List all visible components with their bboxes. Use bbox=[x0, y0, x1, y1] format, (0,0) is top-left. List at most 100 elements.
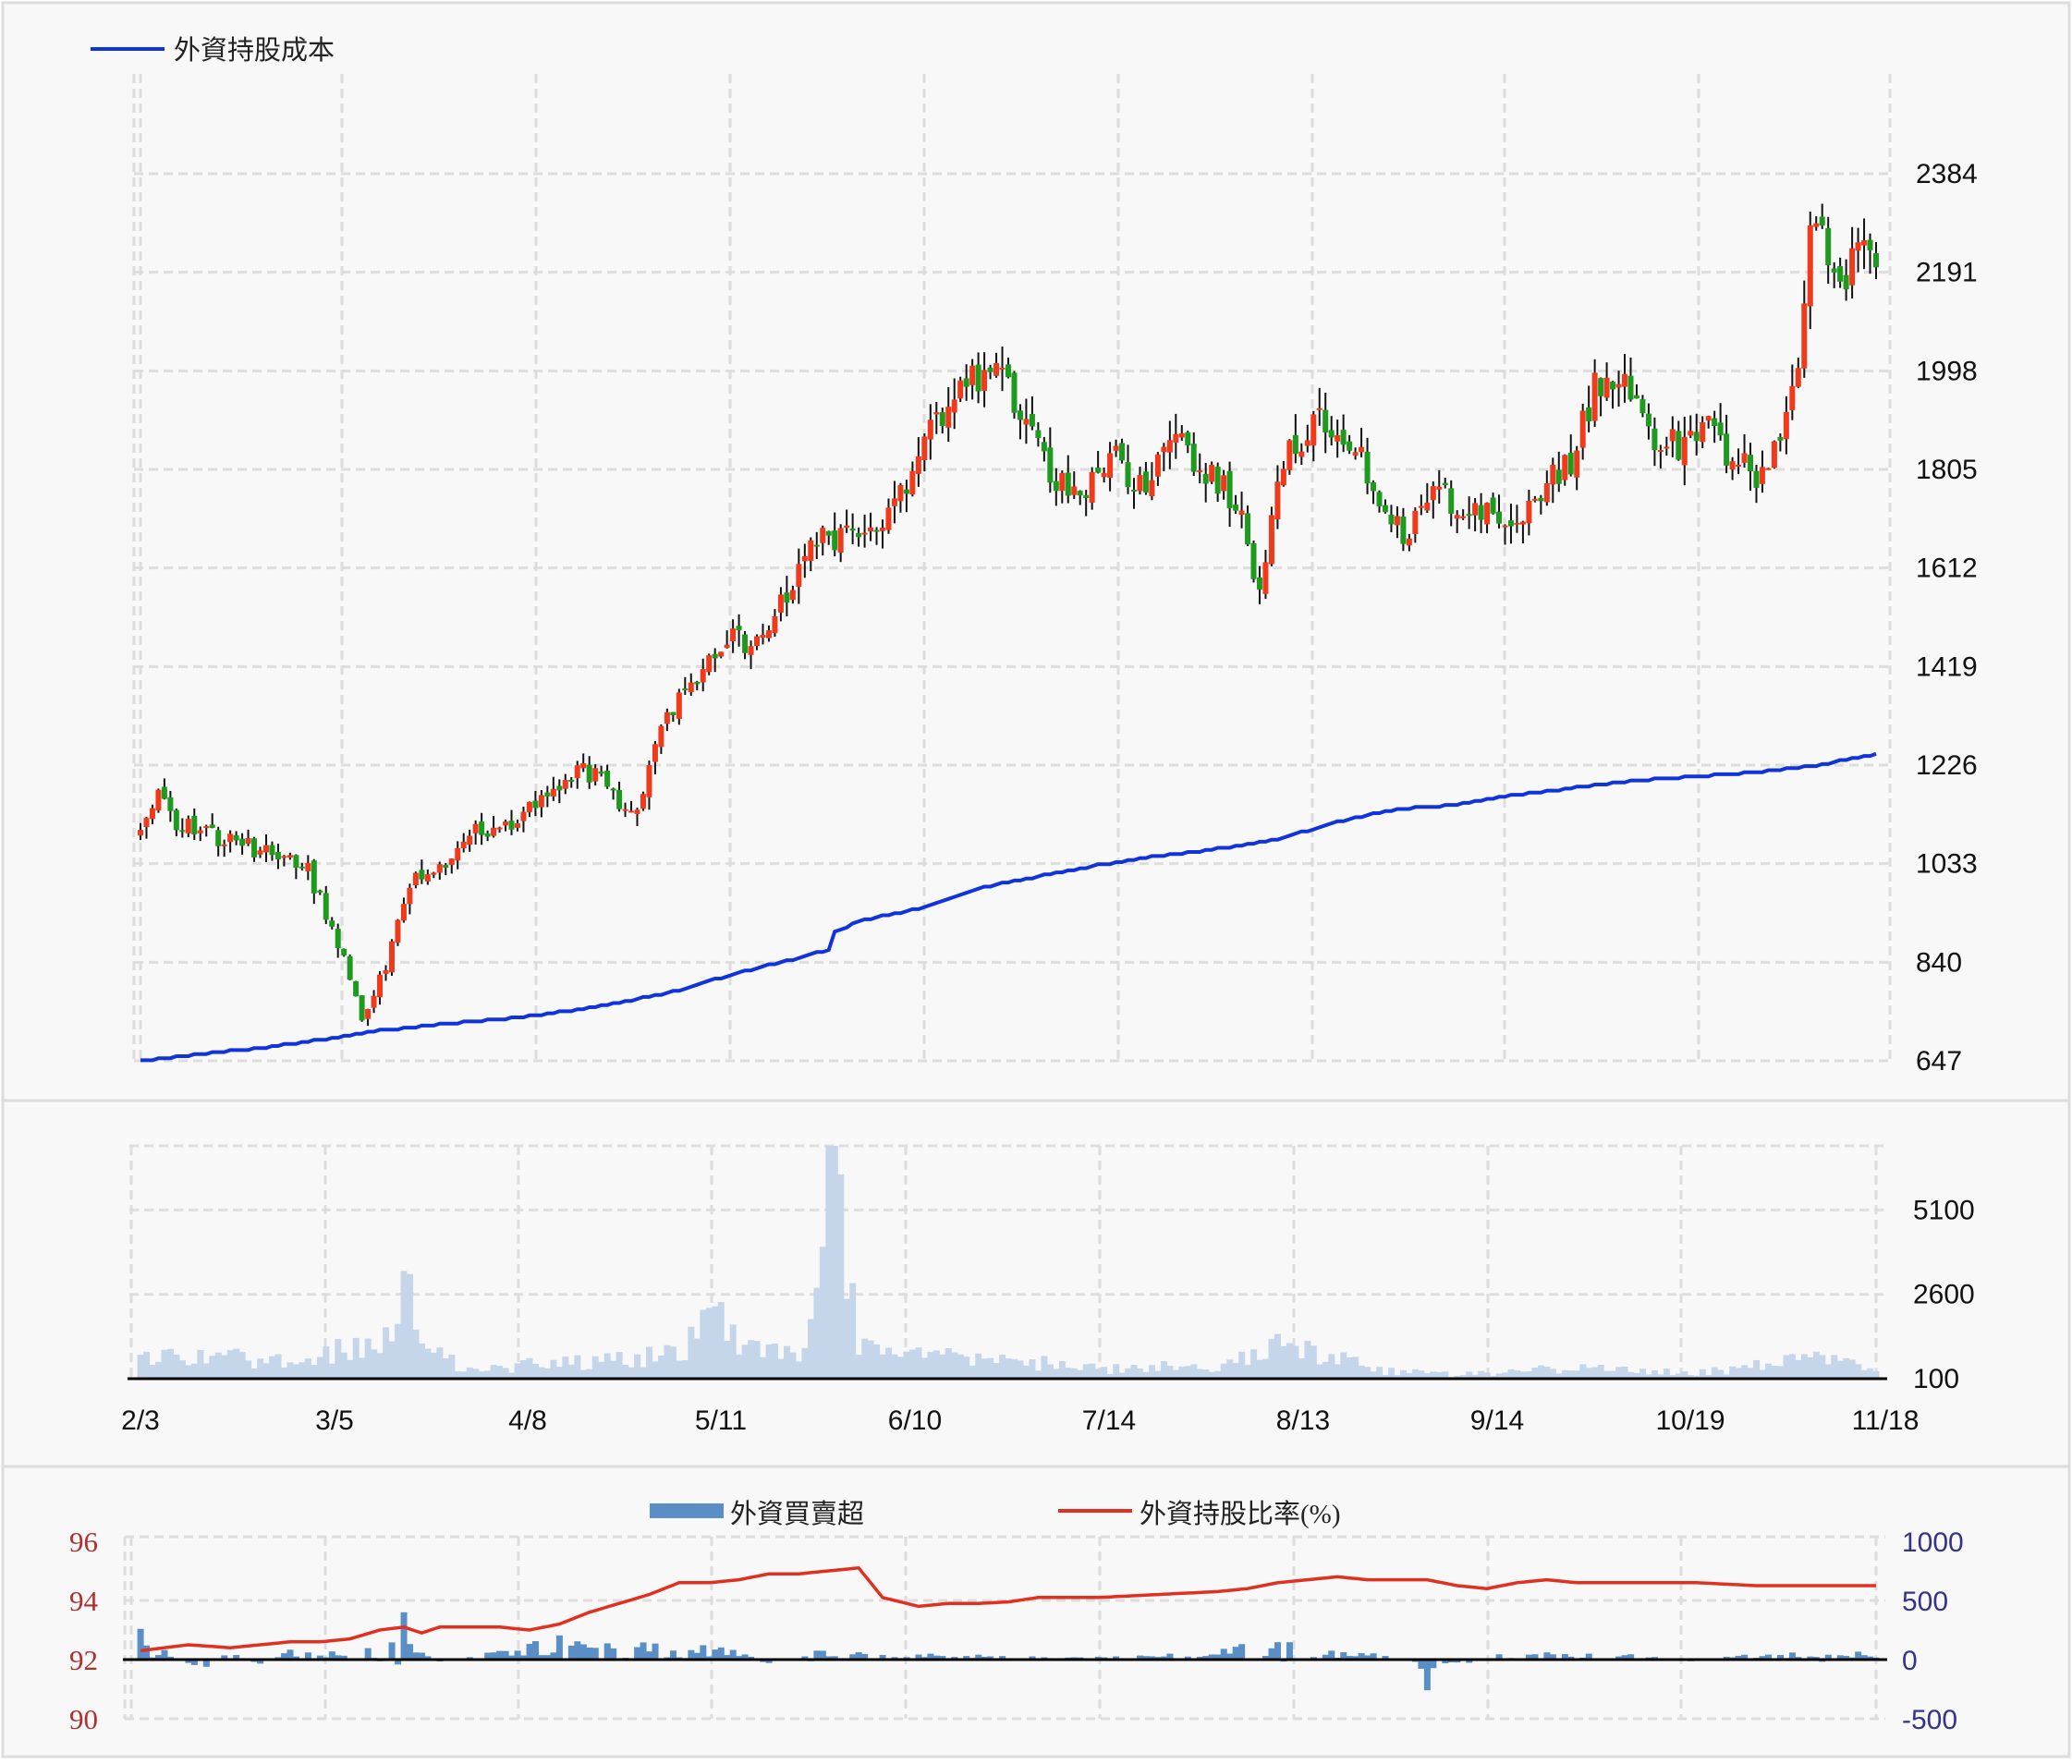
volume-bar bbox=[915, 1347, 922, 1379]
candle-body bbox=[1274, 481, 1281, 520]
candle bbox=[239, 833, 246, 855]
volume-bar bbox=[1214, 1370, 1222, 1379]
volume-bar bbox=[634, 1354, 641, 1379]
net-buy-bar bbox=[1166, 1653, 1174, 1660]
volume-bar bbox=[801, 1347, 809, 1379]
volume-bar bbox=[323, 1346, 330, 1379]
candle bbox=[400, 897, 407, 923]
volume-bar bbox=[508, 1372, 516, 1379]
candle-body bbox=[1712, 418, 1718, 427]
net-buy-bar bbox=[1543, 1652, 1551, 1660]
candle bbox=[1819, 203, 1825, 229]
net-buy-bar bbox=[1142, 1656, 1150, 1660]
candle bbox=[1347, 434, 1353, 455]
volume-bar bbox=[1860, 1369, 1868, 1379]
candle-body bbox=[1507, 520, 1514, 527]
volume-bar bbox=[1256, 1359, 1263, 1379]
volume-bar bbox=[807, 1319, 814, 1379]
candle bbox=[1161, 443, 1167, 471]
volume-bar bbox=[1711, 1367, 1718, 1379]
net-buy-bar bbox=[418, 1652, 425, 1660]
candle-body bbox=[765, 630, 772, 639]
candle-body bbox=[981, 370, 988, 391]
candle-body bbox=[1664, 446, 1670, 449]
net-buy-bar bbox=[1867, 1656, 1874, 1660]
candle bbox=[885, 498, 892, 534]
candle-body bbox=[873, 529, 880, 532]
candle-body bbox=[1795, 368, 1801, 387]
candle bbox=[138, 822, 143, 841]
candle-body bbox=[1681, 436, 1688, 466]
candle-body bbox=[227, 833, 234, 843]
volume-bar bbox=[1615, 1367, 1623, 1379]
candle-body bbox=[1089, 471, 1095, 504]
volume-bar bbox=[1208, 1371, 1215, 1379]
volume-bar bbox=[1262, 1358, 1270, 1379]
net-buy-bar bbox=[741, 1654, 749, 1660]
volume-bar bbox=[885, 1347, 893, 1379]
volume-bar bbox=[1106, 1373, 1114, 1379]
volume-bar bbox=[1495, 1373, 1503, 1379]
candle-body bbox=[963, 378, 969, 387]
candle-body bbox=[1705, 416, 1712, 421]
date-tick: 5/11 bbox=[695, 1405, 747, 1436]
volume-bar bbox=[1364, 1367, 1371, 1379]
candle-body bbox=[1400, 516, 1407, 544]
volume-bar bbox=[681, 1359, 689, 1379]
candle bbox=[1598, 377, 1604, 417]
net-buy-bar bbox=[1208, 1654, 1215, 1660]
candle bbox=[1095, 450, 1102, 474]
candle-body bbox=[359, 995, 365, 1021]
candle bbox=[849, 513, 856, 544]
candle-body bbox=[138, 830, 143, 836]
candle bbox=[682, 676, 689, 695]
candle-body bbox=[520, 811, 527, 821]
candle-body bbox=[1574, 450, 1580, 478]
volume-bar bbox=[137, 1355, 144, 1379]
volume-bar bbox=[514, 1363, 521, 1379]
candle bbox=[724, 630, 730, 649]
volume-bar bbox=[1226, 1359, 1234, 1379]
net-buy-bar bbox=[1382, 1656, 1389, 1660]
netbuy-ytick: 0 bbox=[1902, 1646, 1918, 1676]
price-ytick: 1419 bbox=[1916, 651, 1978, 682]
volume-bar bbox=[1867, 1368, 1874, 1379]
net-buy-bar bbox=[502, 1650, 509, 1660]
candle bbox=[1154, 452, 1161, 486]
candle bbox=[1550, 457, 1556, 504]
net-buy-bar bbox=[646, 1651, 653, 1660]
net-buy-bar bbox=[1567, 1656, 1575, 1660]
volume-bar bbox=[149, 1364, 156, 1379]
net-buy-bar bbox=[717, 1647, 725, 1660]
net-buy-bar bbox=[1561, 1654, 1568, 1660]
volume-bar bbox=[436, 1347, 444, 1379]
volume-bar bbox=[214, 1352, 222, 1379]
volume-bar bbox=[1292, 1345, 1299, 1379]
net-buy-bar bbox=[712, 1649, 719, 1660]
candle bbox=[1676, 420, 1682, 461]
candle bbox=[1669, 416, 1676, 457]
volume-bar bbox=[628, 1367, 635, 1379]
candle bbox=[562, 773, 568, 795]
volume-bar bbox=[1196, 1369, 1203, 1379]
candle bbox=[1359, 427, 1365, 457]
candle-body bbox=[730, 628, 737, 641]
volume-bar bbox=[741, 1344, 749, 1379]
volume-bar bbox=[1454, 1375, 1461, 1379]
candle-body bbox=[1610, 382, 1616, 390]
candle bbox=[1035, 422, 1042, 447]
volume-bar bbox=[1807, 1356, 1814, 1379]
volume-bar bbox=[897, 1356, 905, 1379]
net-buy-bar bbox=[579, 1644, 587, 1660]
volume-bar bbox=[202, 1363, 210, 1379]
net-buy-bar bbox=[532, 1641, 540, 1660]
candle bbox=[209, 813, 215, 829]
candle-body bbox=[388, 941, 395, 973]
candle bbox=[1166, 420, 1173, 469]
candle bbox=[274, 844, 281, 870]
netbuy-ytick: 1000 bbox=[1902, 1527, 1964, 1558]
candle-body bbox=[191, 815, 198, 834]
candle bbox=[1777, 433, 1784, 452]
